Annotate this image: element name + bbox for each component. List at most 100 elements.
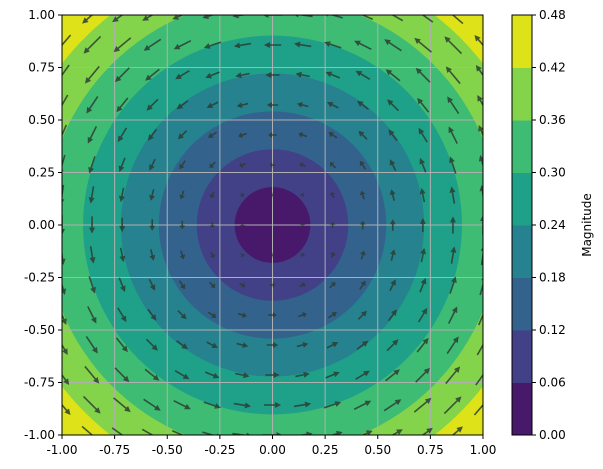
arrow-shape (240, 253, 245, 258)
quiver-arrow (359, 190, 366, 200)
arrow-shape (145, 68, 160, 81)
arrow-shape (266, 342, 279, 348)
arrow-shape (385, 69, 401, 82)
quiver-arrow (329, 192, 336, 199)
quiver-arrow (143, 398, 161, 411)
quiver-arrow (268, 132, 277, 138)
quiver-arrow (178, 130, 188, 140)
quiver-arrow (209, 161, 216, 168)
arrow-shape (355, 70, 371, 80)
arrow-shape (325, 371, 340, 379)
quiver-arrow (449, 276, 457, 294)
arrow-shape (175, 70, 190, 80)
arrow-shape (114, 367, 130, 383)
arrow-shape (299, 223, 306, 227)
quiver-arrow (88, 186, 95, 204)
quiver-arrow (203, 41, 222, 49)
quiver-arrow (179, 250, 186, 260)
colorbar-segment (512, 330, 532, 383)
quiver-arrow (173, 39, 192, 50)
colorbar-tick-label: 0.30 (539, 166, 566, 180)
quiver-arrow (209, 251, 216, 258)
arrow-shape (359, 220, 366, 230)
colorbar-tick-label: 0.12 (539, 323, 566, 337)
quiver-arrow (413, 397, 432, 413)
quiver-arrow (147, 128, 158, 141)
arrow-shape (178, 130, 188, 140)
arrow-shape (147, 128, 158, 141)
quiver-arrow (325, 71, 341, 79)
arrow-shape (330, 252, 336, 259)
quiver-arrow (115, 337, 128, 353)
arrow-shape (329, 162, 337, 169)
arrow-shape (118, 157, 126, 173)
quiver-arrow (479, 274, 483, 296)
quiver-arrow (356, 340, 369, 350)
arrow-shape (172, 15, 193, 20)
quiver-arrow (209, 222, 216, 228)
quiver-arrow (419, 157, 427, 173)
y-tick-label: 0.75 (28, 61, 55, 75)
quiver-arrow (446, 336, 459, 355)
arrow-shape (268, 132, 277, 138)
arrow-shape (262, 432, 283, 435)
quiver-arrow (294, 41, 312, 48)
quiver-arrow (62, 215, 65, 235)
arrow-shape (269, 282, 276, 288)
arrow-shape (389, 159, 397, 172)
quiver-arrow (447, 96, 460, 115)
quiver-arrow (147, 308, 157, 321)
arrow-shape (179, 160, 186, 170)
quiver-arrow (442, 426, 463, 435)
quiver-arrow (145, 68, 160, 81)
arrow-shape (84, 365, 100, 384)
arrow-shape (144, 368, 160, 381)
quiver-arrow (206, 101, 219, 108)
colorbar: 0.00 0.06 0.12 0.18 0.24 0.30 0.36 0.42 0.48 (511, 8, 566, 442)
arrow-shape (238, 132, 247, 138)
arrow-shape (209, 251, 216, 258)
arrow-shape (356, 340, 369, 350)
quiver-arrow (203, 401, 221, 409)
arrow-shape (235, 72, 250, 79)
quiver-arrow (87, 306, 97, 324)
x-tick-label: -0.25 (204, 443, 235, 457)
quiver-arrow (384, 39, 402, 52)
quiver-arrow (173, 399, 191, 410)
arrow-shape (355, 370, 370, 380)
arrow-shape (119, 217, 126, 233)
quiver-arrow (480, 215, 483, 235)
quiver-arrow (359, 160, 367, 170)
arrow-shape (203, 401, 221, 409)
colorbar-segment (512, 225, 532, 278)
quiver-arrow (263, 42, 282, 48)
quiver-arrow (419, 187, 426, 203)
quiver-arrow (83, 35, 102, 54)
arrow-shape (328, 132, 338, 139)
quiver-arrow (292, 431, 313, 435)
arrow-shape (237, 312, 247, 318)
quiver-arrow (449, 216, 456, 234)
arrow-shape (294, 41, 312, 48)
arrow-shape (295, 371, 310, 378)
quiver-arrow (415, 367, 430, 383)
quiver-arrow (202, 431, 223, 435)
quiver-arrow (326, 342, 339, 349)
arrow-shape (359, 190, 366, 200)
quiver-arrow (240, 193, 245, 198)
quiver-arrow (265, 72, 280, 78)
arrow-shape (233, 42, 252, 49)
quiver-arrow (62, 184, 65, 205)
quiver-arrow (114, 367, 130, 383)
quiver-arrow (209, 191, 215, 198)
quiver-arrow (480, 245, 483, 266)
y-tick-label: 1.00 (28, 8, 55, 22)
y-tick-label: -0.25 (24, 271, 55, 285)
quiver-arrow (113, 397, 131, 413)
quiver-arrow (118, 157, 126, 173)
arrow-shape (176, 100, 189, 110)
quiver-arrow (299, 162, 306, 168)
colorbar-label: Magnitude (580, 193, 594, 257)
quiver-arrow (387, 309, 398, 322)
x-tick-label: -0.50 (152, 443, 183, 457)
